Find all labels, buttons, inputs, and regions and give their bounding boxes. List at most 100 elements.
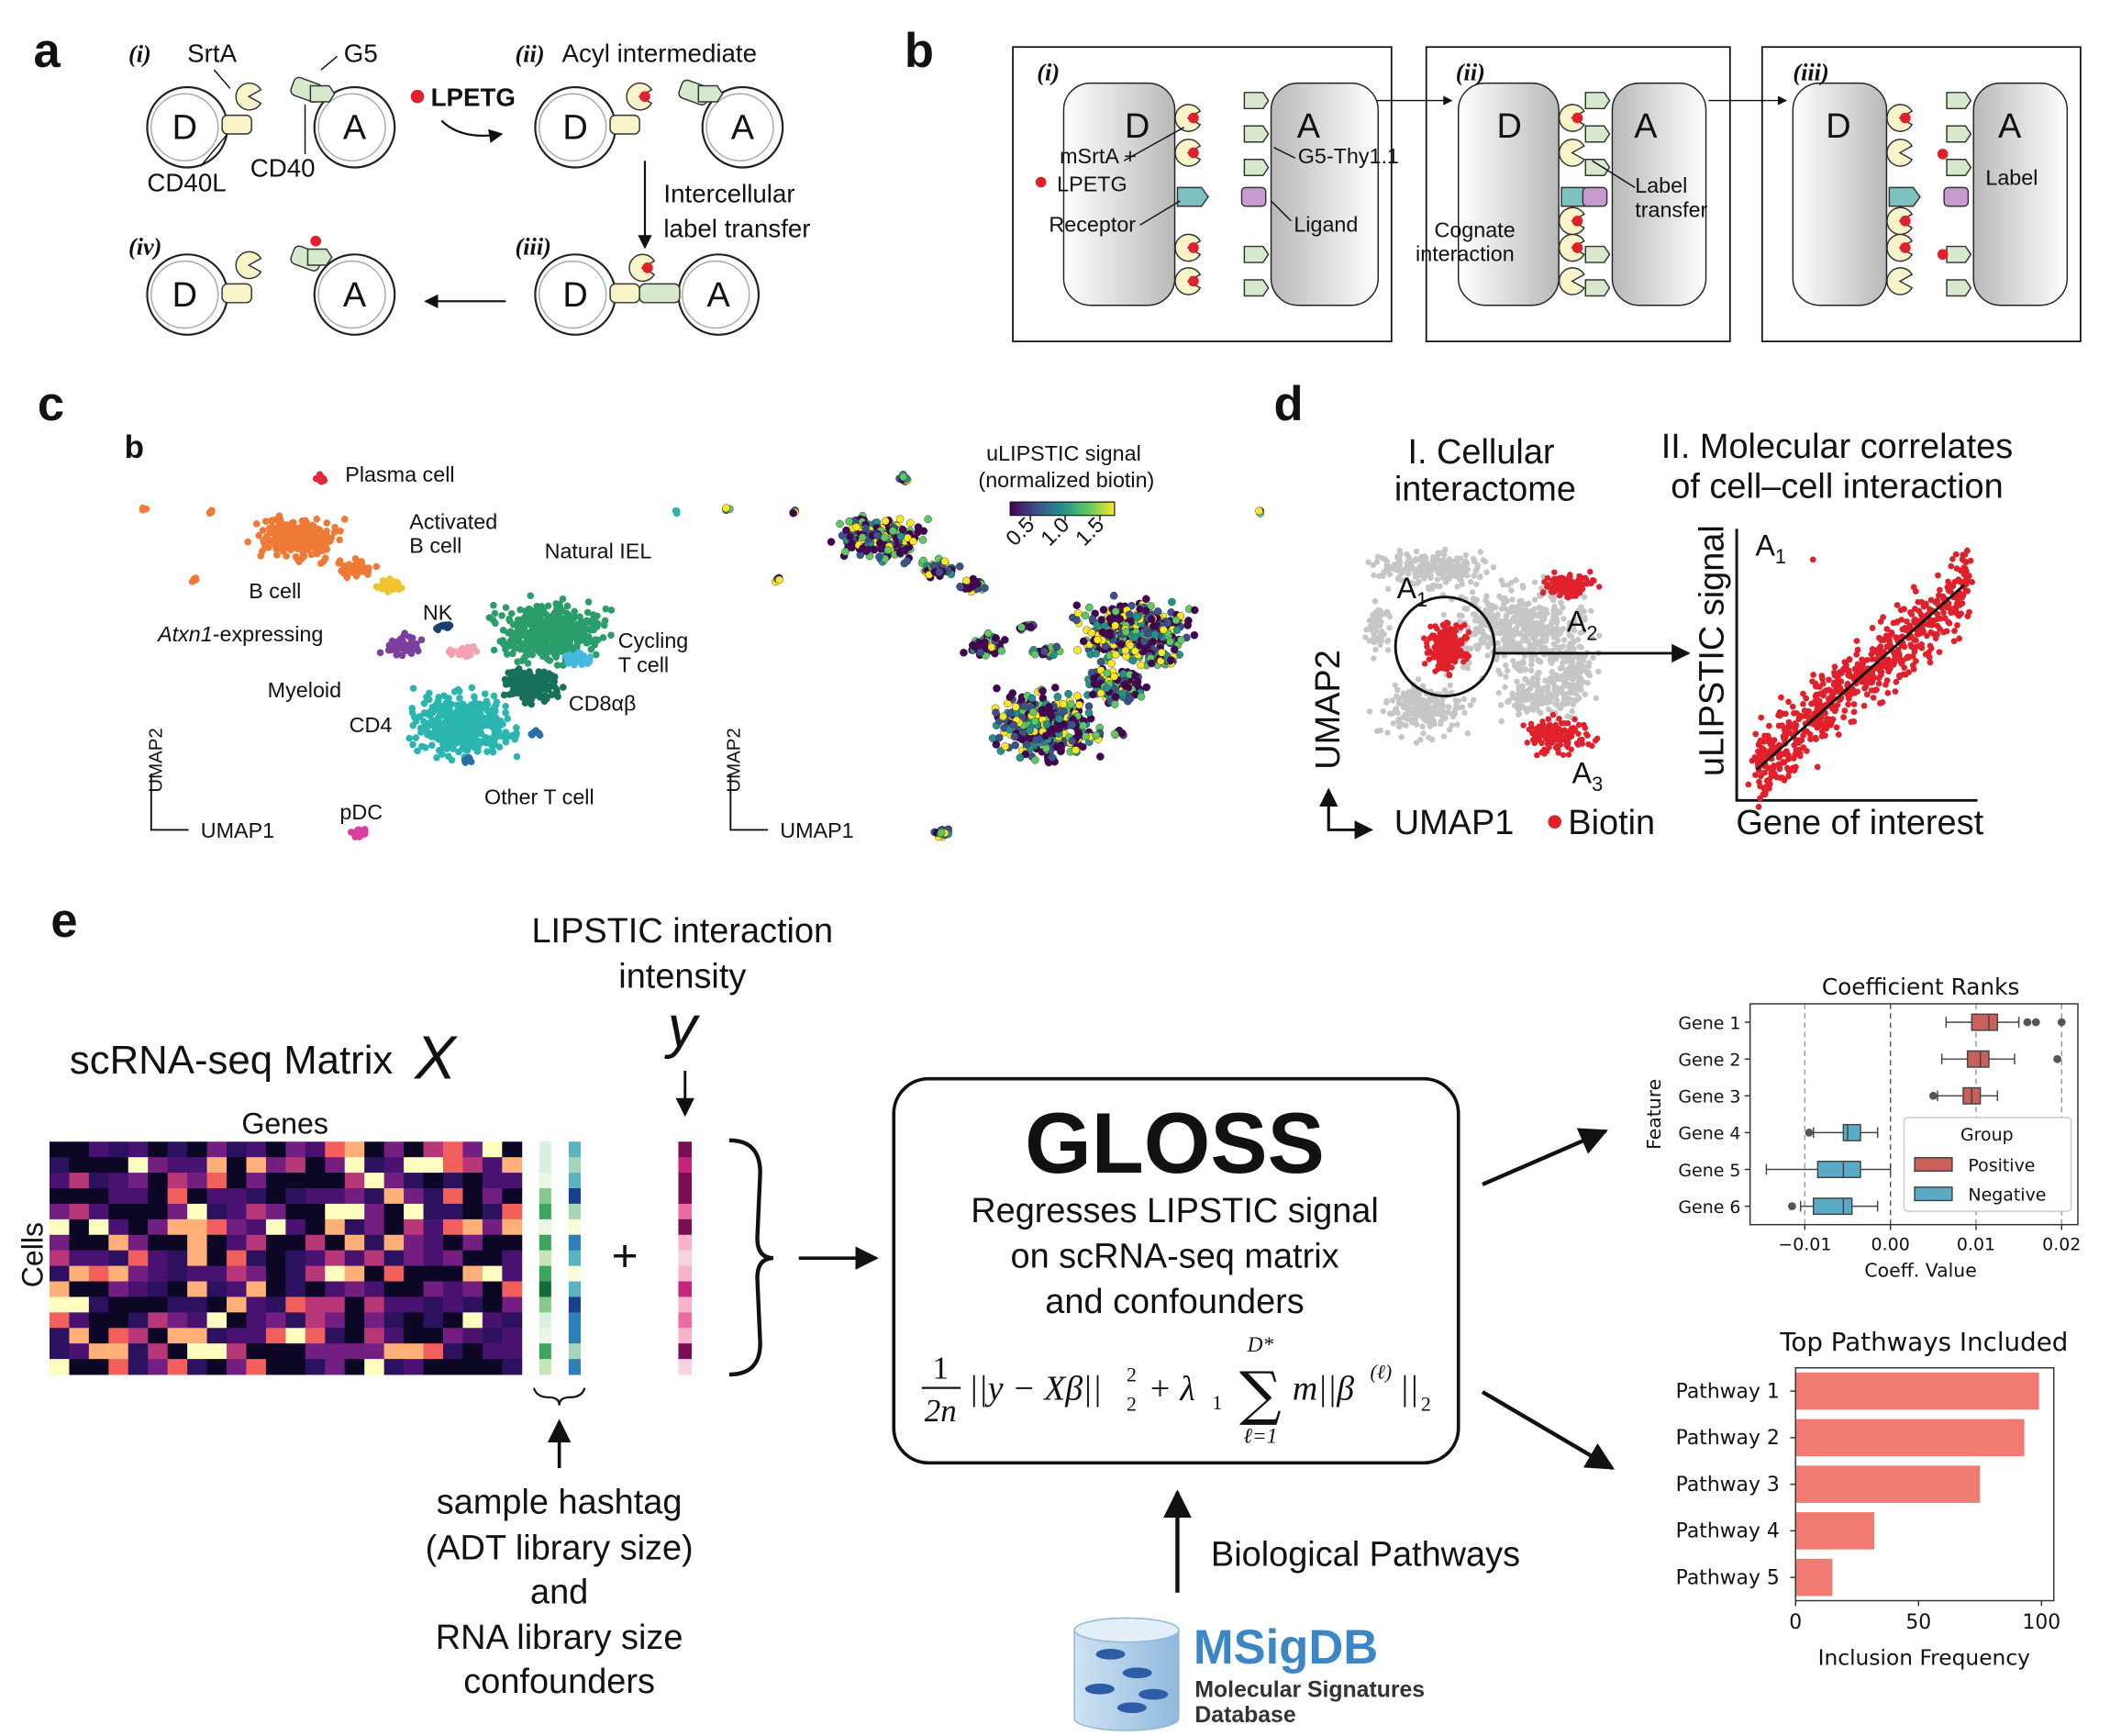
umap-point <box>1534 683 1541 689</box>
umap-point <box>275 544 283 552</box>
umap-point <box>358 558 365 565</box>
umap-point <box>1553 619 1560 626</box>
umap-point <box>1582 691 1588 697</box>
umap-point <box>1413 555 1420 562</box>
umap-point <box>527 673 535 681</box>
umap-point <box>880 533 889 542</box>
umap-point <box>1472 567 1479 574</box>
umap-point <box>1471 558 1478 565</box>
umap-point <box>548 647 556 655</box>
umap-point <box>468 684 476 692</box>
umap-point <box>1445 708 1451 716</box>
umap-point <box>534 640 542 649</box>
umap-point <box>1522 675 1528 683</box>
umap-point <box>1489 615 1495 622</box>
umap-point <box>405 643 412 651</box>
scatter-point <box>1860 702 1868 709</box>
umap-point <box>1471 573 1477 579</box>
umap-point <box>975 639 984 648</box>
label-dot <box>639 91 650 103</box>
cell-inner <box>539 93 607 161</box>
umap-point <box>1550 634 1557 640</box>
umap-point <box>1569 708 1575 715</box>
ligand <box>1943 186 1970 207</box>
umap-point <box>1020 702 1028 711</box>
umap-point <box>1386 571 1394 578</box>
umap-point <box>1444 629 1451 636</box>
umap-point <box>1483 606 1489 614</box>
sortase <box>1558 233 1585 262</box>
umap-point <box>1103 669 1112 678</box>
umap-point <box>968 582 977 591</box>
umap-point <box>1465 652 1472 660</box>
umap-point <box>1518 683 1526 689</box>
umap-point <box>1148 615 1156 624</box>
cell-inner <box>682 260 750 329</box>
umap-point <box>1390 720 1396 727</box>
umap-point <box>1118 689 1127 698</box>
umap-point <box>287 546 294 553</box>
umap-point <box>386 575 394 583</box>
umap-point <box>1163 618 1172 628</box>
umap-point <box>900 559 909 568</box>
umap-point <box>992 633 1000 642</box>
umap-point <box>1073 609 1083 618</box>
umap-point <box>205 509 214 517</box>
g5-protein <box>1243 279 1270 297</box>
umap-point <box>523 631 531 640</box>
umap-point <box>1476 574 1483 581</box>
leader <box>1123 127 1185 161</box>
umap-point <box>1527 644 1534 651</box>
umap-point <box>1423 565 1430 573</box>
umap-point <box>940 557 950 566</box>
umap-point <box>398 651 406 660</box>
umap-point <box>498 612 505 619</box>
umap-point <box>999 712 1007 721</box>
umap-point <box>1450 630 1458 637</box>
umap-point <box>1172 626 1182 634</box>
umap-point <box>1027 694 1037 703</box>
umap-point <box>1057 741 1065 750</box>
umap-point <box>1493 605 1499 611</box>
umap-point <box>581 619 588 627</box>
umap-point <box>1539 616 1547 623</box>
umap-point <box>1507 630 1515 638</box>
umap-point <box>519 684 528 692</box>
umap-point <box>1558 585 1564 593</box>
umap-point <box>1111 607 1120 616</box>
umap-point <box>1454 561 1461 568</box>
umap-point <box>405 734 414 742</box>
g5-protein <box>1946 125 1972 143</box>
umap-point <box>883 546 893 554</box>
umap-point <box>1142 683 1151 692</box>
umap-point <box>1396 562 1403 569</box>
umap-point <box>416 713 424 720</box>
umap-point <box>574 649 583 657</box>
umap-point <box>1059 700 1068 708</box>
umap-point <box>1582 730 1590 738</box>
umap-point <box>1026 726 1034 735</box>
umap-point <box>987 643 996 651</box>
umap-point <box>330 529 339 536</box>
umap-point <box>513 752 521 761</box>
umap-point <box>1111 651 1120 659</box>
umap-point <box>1373 728 1381 735</box>
umap-point <box>1483 593 1490 599</box>
umap-point <box>409 684 417 693</box>
umap-point <box>1392 682 1398 688</box>
umap-point <box>1473 581 1480 588</box>
umap-point <box>1458 624 1464 630</box>
sortase <box>628 253 656 283</box>
umap-point <box>1405 558 1412 564</box>
cell <box>313 253 396 336</box>
umap-point <box>1098 628 1107 637</box>
umap-point <box>1374 553 1382 560</box>
umap-point <box>1480 557 1486 563</box>
umap-point <box>308 540 316 549</box>
umap-point <box>533 615 540 623</box>
umap-point <box>1543 624 1550 630</box>
umap-point <box>331 523 339 531</box>
umap-point <box>1523 601 1529 608</box>
axis-arrows <box>1327 803 1373 840</box>
scatter-point <box>1745 781 1752 788</box>
